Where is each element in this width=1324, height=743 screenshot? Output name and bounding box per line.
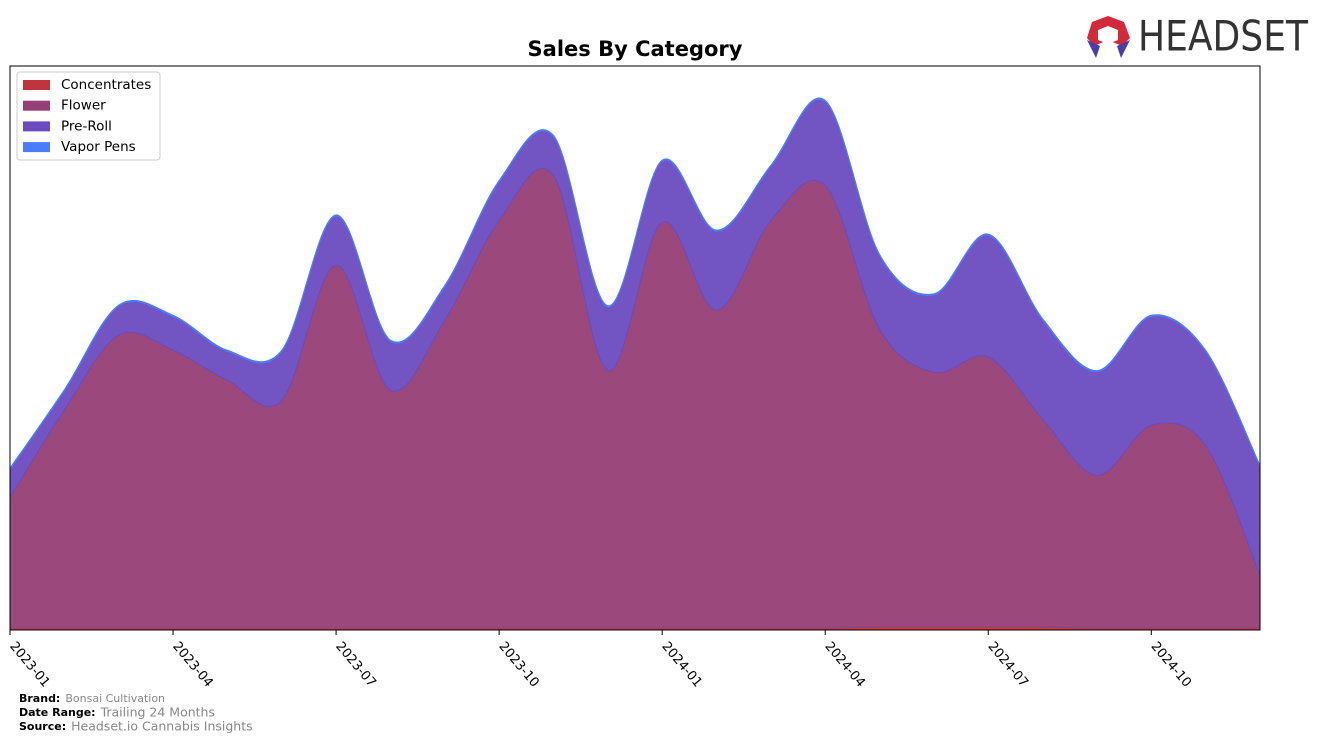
footer-label: Source:	[19, 720, 66, 733]
footer-value: Bonsai Cultivation	[65, 692, 165, 705]
legend-swatch	[23, 121, 50, 132]
legend-label: Flower	[61, 98, 106, 114]
legend-label: Vapor Pens	[61, 139, 136, 155]
footer-label: Brand:	[19, 692, 60, 705]
x-tick-label: 2024-07	[985, 639, 1031, 690]
plot-frame	[9, 65, 1261, 631]
x-tick-label: 2024-01	[658, 639, 704, 690]
x-tick-label: 2023-10	[495, 639, 541, 690]
legend-label: Concentrates	[61, 77, 151, 93]
x-tick-label: 2024-04	[821, 639, 867, 690]
logo-text: HEADSET	[1138, 12, 1308, 61]
legend-swatch	[23, 80, 50, 90]
x-tick-label: 2023-04	[169, 639, 215, 690]
legend-label: Pre-Roll	[61, 118, 112, 134]
footer-value: Trailing 24 Months	[100, 705, 215, 720]
x-tick-label: 2023-01	[6, 639, 52, 690]
logo-icon-part	[1117, 40, 1130, 58]
logo-icon-inner	[1098, 26, 1118, 44]
legend-box	[16, 71, 161, 161]
logo-icon-part	[1087, 40, 1100, 58]
x-tick-label: 2023-07	[332, 639, 378, 690]
footer-value: Headset.io Cannabis Insights	[71, 719, 253, 734]
footer-label: Date Range:	[19, 706, 96, 719]
x-tick-label: 2024-10	[1148, 639, 1194, 690]
legend-swatch	[23, 100, 50, 111]
legend-swatch	[23, 142, 50, 153]
chart-title: Sales By Category	[528, 37, 743, 61]
logo: HEADSET	[1087, 12, 1308, 61]
